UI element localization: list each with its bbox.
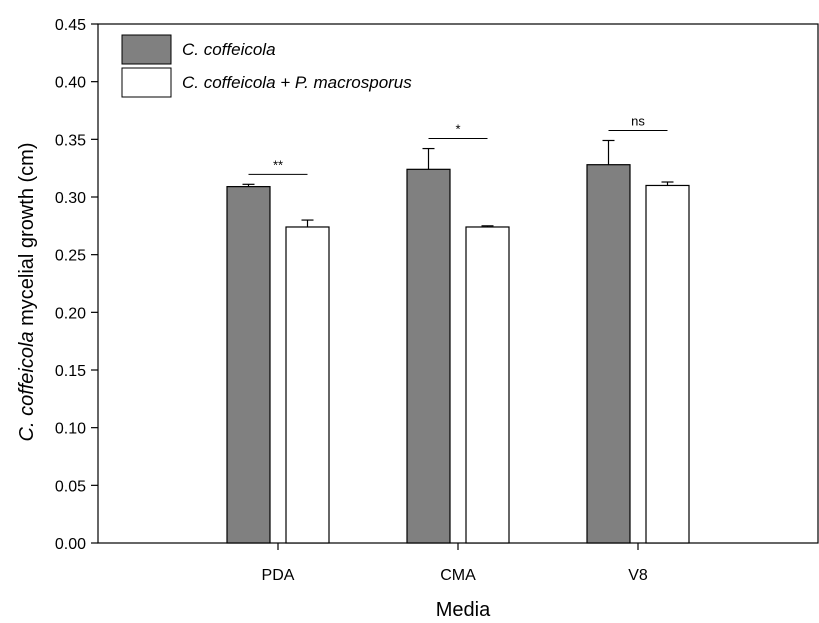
bar bbox=[285, 226, 330, 544]
legend: C. coffeicola C. coffeicola + P. macrosp… bbox=[121, 34, 412, 98]
x-tick-label: PDA bbox=[262, 567, 295, 584]
bar bbox=[465, 226, 510, 544]
bar bbox=[645, 184, 690, 544]
y-tick-label: 0.00 bbox=[55, 536, 86, 553]
plot-frame bbox=[97, 23, 819, 544]
legend-swatch-coffeicola-macrosporus bbox=[121, 67, 172, 98]
y-axis-title: C. coffeicola mycelial growth (cm) bbox=[16, 143, 38, 442]
plot-area: 0.00 0.05 0.10 0.15 0.20 0.25 0.30 0.35 0.40 0.45… bbox=[55, 17, 819, 584]
y-tick-label: 0.15 bbox=[55, 363, 86, 380]
x-axis-title: Media bbox=[436, 599, 491, 621]
y-tick-label: 0.05 bbox=[55, 478, 86, 495]
y-tick-label: 0.35 bbox=[55, 132, 86, 149]
y-axis-title-italic: C. coffeicola bbox=[16, 331, 38, 441]
y-tick-label: 0.40 bbox=[55, 75, 86, 92]
y-tick-label: 0.10 bbox=[55, 421, 86, 438]
significance-label: * bbox=[455, 122, 460, 137]
legend-label-coffeicola: C. coffeicola bbox=[182, 40, 276, 59]
y-tick-label: 0.30 bbox=[55, 190, 86, 207]
bar bbox=[226, 186, 271, 544]
y-axis-title-rest: mycelial growth (cm) bbox=[16, 143, 38, 332]
x-tick-label: V8 bbox=[628, 567, 648, 584]
legend-label-coffeicola-macrosporus: C. coffeicola + P. macrosporus bbox=[182, 73, 412, 92]
significance-label: ns bbox=[631, 113, 645, 128]
y-tick-label: 0.45 bbox=[55, 17, 86, 34]
significance-label: ** bbox=[273, 157, 283, 172]
y-tick-label: 0.20 bbox=[55, 305, 86, 322]
x-tick-label: CMA bbox=[440, 567, 476, 584]
legend-swatch-coffeicola bbox=[121, 34, 172, 65]
bar bbox=[406, 168, 451, 544]
y-tick-label: 0.25 bbox=[55, 248, 86, 265]
bar bbox=[586, 164, 631, 544]
